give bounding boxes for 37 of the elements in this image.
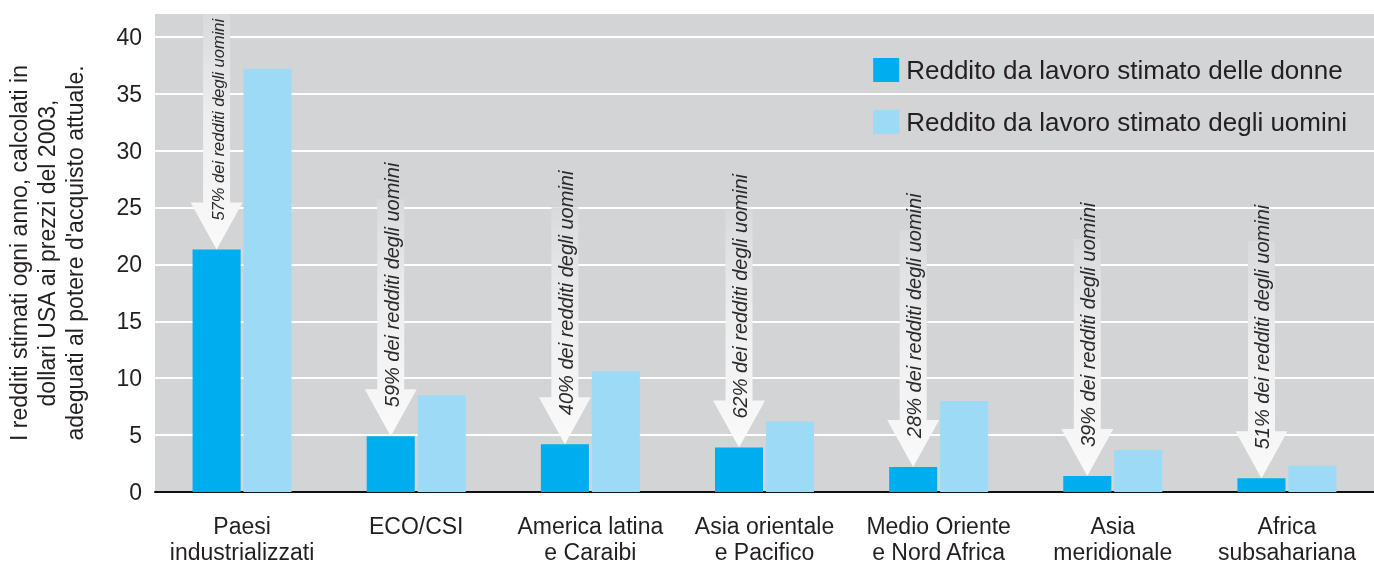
bar — [1114, 449, 1163, 492]
legend-label: Reddito da lavoro stimato degli uomini — [906, 107, 1347, 137]
x-tick-label: Africa subsahariana — [1217, 513, 1357, 563]
y-tick-label: 35 — [116, 80, 142, 107]
y-tick-label: 20 — [116, 251, 142, 278]
annotation: 40% dei redditi degli uomini — [554, 170, 577, 416]
bar — [366, 436, 415, 492]
bar — [889, 466, 938, 492]
bar — [1237, 478, 1286, 492]
bar — [714, 447, 764, 492]
annotation: 62% dei redditi degli uomini — [729, 173, 752, 419]
annotation: 28% dei redditi degli uomini — [903, 192, 926, 439]
bar — [417, 395, 466, 492]
legend-label: Reddito da lavoro stimato delle donne — [906, 55, 1343, 85]
y-tick-label: 5 — [129, 422, 142, 449]
x-tick-label: Asia orientale e Pacifico — [694, 513, 835, 563]
bar — [765, 421, 815, 492]
x-tick-label: Asia meridionale — [1053, 513, 1173, 563]
y-tick-label: 40 — [116, 23, 142, 50]
x-tick-label: ECO/CSI — [368, 513, 464, 539]
annotation: 59% dei redditi degli uomini — [380, 162, 403, 408]
y-tick-label: 0 — [129, 479, 142, 505]
annotation: 51% dei redditi degli uomini — [1251, 204, 1274, 450]
y-tick-label: 30 — [116, 137, 142, 164]
x-tick-label: Medio Oriente e Nord Africa — [866, 513, 1011, 563]
annotation: 57% dei redditi degli uomini — [208, 17, 227, 221]
y-tick-label: 10 — [116, 365, 142, 392]
annotation: 39% dei redditi degli uomini — [1077, 201, 1100, 448]
bar — [1288, 465, 1337, 492]
bar — [1063, 476, 1112, 492]
y-tick-label: 25 — [116, 194, 142, 221]
x-tick-label: Paesi industrializzati — [169, 513, 315, 563]
x-tick-label: America latina e Caraibi — [517, 513, 664, 563]
y-tick-label: 15 — [116, 308, 142, 335]
bar — [243, 68, 292, 492]
y-axis-title: I redditi stimati ogni anno, calcolati in dollari USA ai prezzi del 2003, adeguati al potere d'acquisto attuale. — [6, 65, 88, 441]
bar — [540, 444, 589, 492]
